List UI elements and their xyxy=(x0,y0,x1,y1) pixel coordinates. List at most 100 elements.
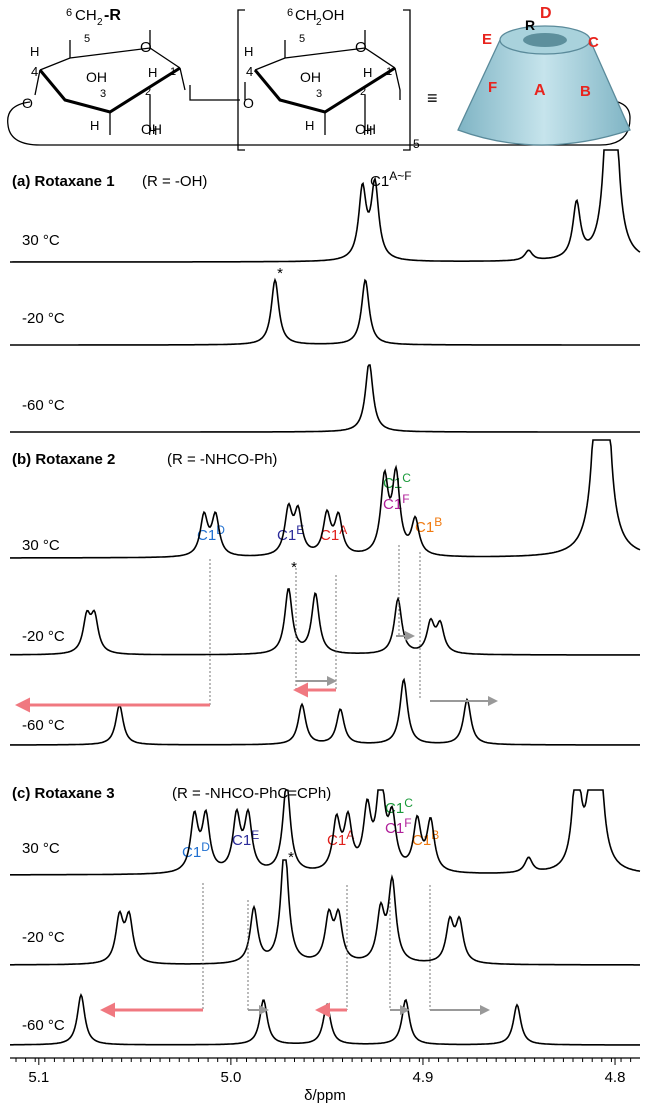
structure-label: B xyxy=(580,83,591,100)
peak-label-sup: F xyxy=(402,492,409,506)
structure-label: O xyxy=(355,39,367,56)
structure xyxy=(7,9,631,151)
structure-label: A xyxy=(534,82,546,99)
x-tick-label: 5.1 xyxy=(28,1069,49,1086)
peak-label-sup: C xyxy=(404,796,413,810)
panel-substituent: (R = -NHCO-PhC=CPh) xyxy=(172,785,331,802)
peak-label-sup: E xyxy=(296,523,304,537)
structure-label: 1 xyxy=(386,66,392,78)
structure-label: H xyxy=(148,65,157,80)
temperature-label: -20 °C xyxy=(22,310,65,327)
x-tick-label: 4.9 xyxy=(413,1069,434,1086)
spectrum-trace xyxy=(10,587,640,656)
structure-label: H xyxy=(148,123,157,138)
structure-label: -R xyxy=(104,7,121,24)
structure-label: 2 xyxy=(316,17,322,28)
temperature-label: -60 °C xyxy=(22,397,65,414)
structure-label: OH xyxy=(322,7,345,24)
peak-label: C1E xyxy=(232,828,259,849)
panel-title: (a) Rotaxane 1 xyxy=(12,173,115,190)
structure-label: H xyxy=(363,65,372,80)
asterisk: * xyxy=(288,849,294,866)
peak-label-sup: B xyxy=(434,515,442,529)
structure-label: C xyxy=(588,34,599,51)
x-tick-label: 4.8 xyxy=(605,1069,626,1086)
peak-label-base: C1 xyxy=(383,496,402,513)
structure-label: 1 xyxy=(170,66,176,78)
structure-label: OH xyxy=(141,121,162,137)
structure-label: 4 xyxy=(246,64,253,79)
peak-label-base: C1 xyxy=(327,832,346,849)
peak-label-base: C1 xyxy=(415,519,434,536)
peak-label: C1A~F xyxy=(370,169,412,190)
structure-label: D xyxy=(540,5,552,22)
peak-label-base: C1 xyxy=(385,820,404,837)
structure-label: OH xyxy=(300,69,321,85)
peak-label: C1D xyxy=(197,523,225,544)
structure-label: 4 xyxy=(31,64,38,79)
structure-label: H xyxy=(363,123,372,138)
structure-label: 5 xyxy=(413,137,420,151)
structure-label: 3 xyxy=(100,88,106,100)
temperature-label: -60 °C xyxy=(22,1017,65,1034)
spectrum-trace xyxy=(10,364,640,433)
peak-label-base: C1 xyxy=(232,832,251,849)
temperature-label: 30 °C xyxy=(22,537,60,554)
structure-label: OH xyxy=(355,121,376,137)
peak-label-sup: B xyxy=(431,828,439,842)
structure-label: R xyxy=(525,17,535,33)
structure-label: H xyxy=(305,118,314,133)
shift-guides xyxy=(202,545,431,1010)
asterisk: * xyxy=(291,559,297,576)
peak-label-sup: A xyxy=(339,523,347,537)
structure-label: 6 xyxy=(287,7,293,19)
peak-label: C1F xyxy=(385,816,412,837)
peak-label-base: C1 xyxy=(277,527,296,544)
peak-label-sup: C xyxy=(402,471,411,485)
panel-substituent: (R = -OH) xyxy=(142,173,207,190)
structure-label: O xyxy=(22,95,33,111)
panel-title: (c) Rotaxane 3 xyxy=(12,785,115,802)
structure-label: E xyxy=(482,31,492,48)
peak-label-sup: F xyxy=(404,816,411,830)
structure-label: 5 xyxy=(299,33,305,45)
peak-label-sup: D xyxy=(216,523,225,537)
peak-label-sup: E xyxy=(251,828,259,842)
spectrum-trace xyxy=(10,993,640,1046)
shift-arrows xyxy=(14,631,498,1018)
peak-label-base: C1 xyxy=(197,527,216,544)
peak-label-sup: D xyxy=(201,840,210,854)
peak-label-base: C1 xyxy=(182,844,201,861)
spectrum-trace xyxy=(10,439,641,559)
peak-label-sup: A~F xyxy=(389,169,411,183)
panel-title: (b) Rotaxane 2 xyxy=(12,451,115,468)
asterisk: * xyxy=(277,265,283,282)
spectrum-trace xyxy=(10,677,640,746)
structure-label: ≡ xyxy=(427,88,438,108)
panel-substituent: (R = -NHCO-Ph) xyxy=(167,451,277,468)
temperature-label: 30 °C xyxy=(22,232,60,249)
structure-label: H xyxy=(244,44,253,59)
peak-label: C1F xyxy=(383,492,410,513)
structure-label: H xyxy=(90,118,99,133)
structure-label: 2 xyxy=(360,86,366,98)
structure-label: O xyxy=(243,95,254,111)
structure-label: O xyxy=(140,39,152,56)
spectra: 5.1 5.0 4.9 4.8 δ/ppm (a) Rotaxane 1 (R = -OH)… xyxy=(10,149,641,1104)
structure-label: F xyxy=(488,79,497,96)
spectrum-trace xyxy=(10,859,640,966)
temperature-label: 30 °C xyxy=(22,840,60,857)
peak-label-base: C1 xyxy=(370,173,389,190)
structure-label: H xyxy=(30,44,39,59)
structure-label: 5 xyxy=(84,33,90,45)
spectrum-trace xyxy=(10,789,641,876)
structure-label: CH xyxy=(295,7,317,24)
structure-label: OH xyxy=(86,69,107,85)
x-tick-label: 5.0 xyxy=(220,1069,241,1086)
temperature-label: -20 °C xyxy=(22,628,65,645)
structure-label: 6 xyxy=(66,7,72,19)
structure-label: 2 xyxy=(145,86,151,98)
peak-label-sup: A xyxy=(346,828,354,842)
